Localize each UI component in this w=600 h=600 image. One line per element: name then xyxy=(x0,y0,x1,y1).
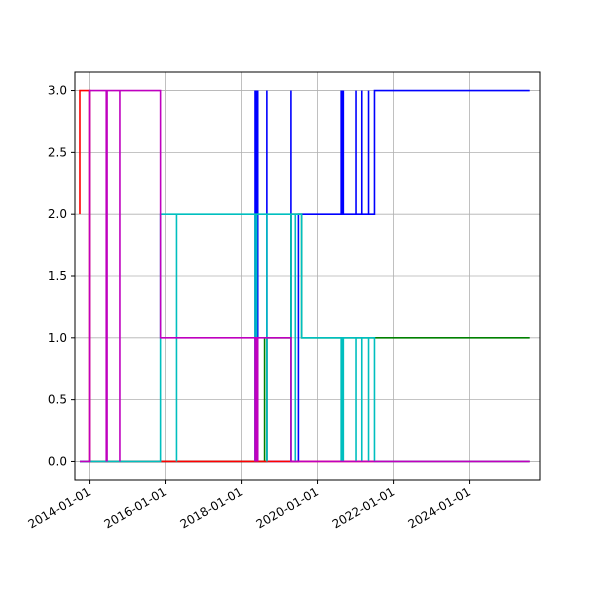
series-line xyxy=(79,213,530,463)
y-tick-label: 2.0 xyxy=(48,207,67,221)
y-tick-label: 0.0 xyxy=(48,454,67,468)
y-tick-label: 2.5 xyxy=(48,145,67,159)
y-tick-label: 3.0 xyxy=(48,84,67,98)
series-line xyxy=(79,89,530,463)
y-tick-label: 1.5 xyxy=(48,269,67,283)
plot-area xyxy=(79,89,530,463)
y-tick-label: 1.0 xyxy=(48,331,67,345)
y-tick-label: 0.5 xyxy=(48,393,67,407)
series-4 xyxy=(79,89,530,463)
